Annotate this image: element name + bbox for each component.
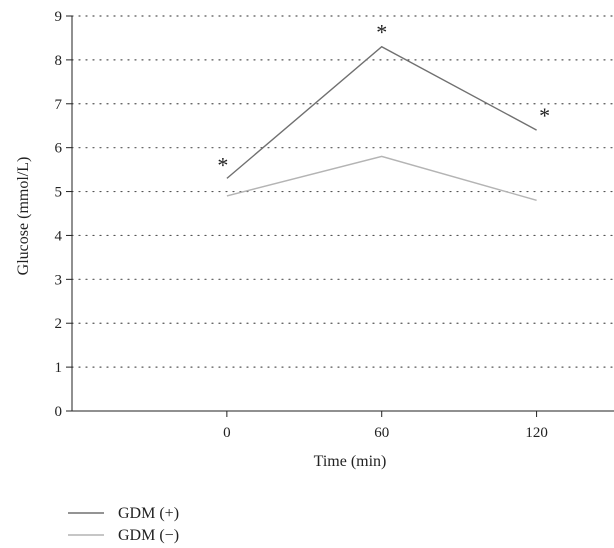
y-tick-label: 4 — [55, 228, 63, 244]
legend-label: GDM (+) — [118, 505, 179, 522]
y-tick-label: 5 — [55, 185, 63, 201]
legend-label: GDM (−) — [118, 527, 179, 544]
y-tick-label: 3 — [55, 272, 63, 288]
legend: GDM (+) GDM (−) — [68, 505, 179, 544]
x-axis-label: Time (min) — [314, 453, 387, 470]
significance-asterisk: * — [376, 20, 387, 45]
x-tick-label: 120 — [525, 425, 548, 441]
y-tick-label: 2 — [55, 316, 63, 332]
series-line-gdm-negative — [226, 155, 537, 201]
y-tick-label: 0 — [55, 404, 63, 420]
y-tick-label: 8 — [55, 53, 63, 69]
grid-lines — [71, 15, 614, 368]
y-tick-label: 1 — [55, 360, 63, 376]
y-tick-labels: 0 1 2 3 4 5 6 7 8 9 — [55, 9, 63, 420]
y-tick-label: 9 — [55, 9, 63, 25]
series-lines — [226, 45, 537, 201]
x-tick-labels: 0 60 120 — [223, 425, 548, 441]
x-tick-label: 0 — [223, 425, 231, 441]
y-tick-label: 7 — [55, 97, 63, 113]
axes — [66, 15, 614, 417]
annotations: * * * — [217, 20, 550, 178]
significance-asterisk: * — [217, 152, 228, 177]
series-line-gdm-positive — [226, 45, 537, 179]
y-tick-label: 6 — [55, 141, 63, 157]
significance-asterisk: * — [539, 103, 550, 128]
x-tick-label: 60 — [374, 425, 389, 441]
y-axis-label: Glucose (mmol/L) — [15, 157, 32, 276]
